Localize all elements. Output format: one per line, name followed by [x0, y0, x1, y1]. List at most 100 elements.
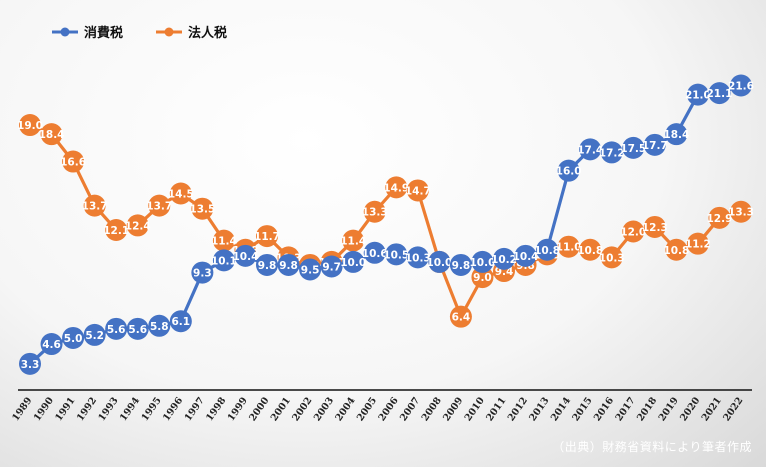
data-point — [557, 235, 580, 258]
data-label: 3.3 — [21, 359, 40, 371]
x-tick-label: 2020 — [678, 395, 702, 423]
x-tick-label: 1999 — [226, 395, 250, 423]
data-label: 10.0 — [469, 257, 495, 269]
data-label: 13.7 — [82, 201, 108, 213]
data-point — [169, 310, 192, 333]
data-point — [514, 244, 537, 267]
data-point — [191, 197, 214, 220]
data-point — [126, 214, 149, 237]
data-label: 16.6 — [60, 157, 86, 169]
x-tick-label: 2002 — [290, 395, 314, 423]
data-label: 5.0 — [64, 333, 83, 345]
data-point — [83, 194, 106, 217]
data-label: 17.7 — [642, 140, 668, 152]
data-label: 11.4 — [211, 236, 237, 248]
data-label: 10.8 — [663, 245, 689, 257]
data-label: 11.0 — [556, 242, 582, 254]
data-point — [536, 238, 559, 261]
data-label: 13.3 — [728, 207, 754, 219]
data-point — [708, 206, 731, 229]
data-label: 12.3 — [642, 222, 668, 234]
data-label: 9.3 — [193, 268, 212, 280]
x-tick-label: 2008 — [420, 395, 444, 423]
data-label: 13.5 — [189, 204, 215, 216]
data-label: 4.6 — [42, 339, 61, 351]
x-tick-label: 2014 — [549, 395, 573, 423]
x-tick-label: 2000 — [247, 395, 271, 423]
data-point — [342, 250, 365, 273]
data-label: 16.0 — [556, 166, 582, 178]
data-point — [665, 238, 688, 261]
x-tick-label: 2021 — [700, 395, 724, 423]
data-point — [191, 261, 214, 284]
data-point — [385, 176, 408, 199]
data-point — [643, 215, 666, 238]
x-tick-label: 1996 — [161, 395, 185, 423]
data-point — [234, 244, 257, 267]
data-label: 9.8 — [452, 260, 471, 272]
data-label: 9.7 — [322, 261, 341, 273]
data-label: 10.3 — [405, 252, 431, 264]
data-label: 14.9 — [383, 182, 409, 194]
data-label: 11.7 — [254, 231, 280, 243]
data-label: 12.4 — [125, 220, 151, 232]
data-point — [730, 74, 752, 97]
data-point — [105, 317, 128, 340]
x-tick-label: 2003 — [312, 395, 336, 423]
data-point — [105, 218, 128, 241]
x-tick-label: 1993 — [96, 395, 120, 423]
data-label: 5.8 — [150, 321, 169, 333]
data-label: 6.1 — [172, 316, 191, 328]
data-point — [406, 246, 429, 269]
x-tick-label: 2017 — [614, 395, 638, 423]
data-point — [471, 266, 494, 289]
data-label: 10.5 — [383, 249, 409, 261]
data-label: 12.1 — [103, 225, 129, 237]
data-point — [708, 82, 731, 105]
x-tick-label: 2010 — [463, 395, 487, 423]
data-point — [643, 133, 666, 156]
data-label: 10.0 — [340, 257, 366, 269]
x-tick-label: 2005 — [355, 395, 379, 423]
data-point — [600, 246, 623, 269]
x-tick-label: 2019 — [657, 395, 681, 423]
data-point — [299, 258, 322, 281]
data-label: 5.2 — [85, 330, 104, 342]
data-point — [493, 247, 515, 270]
data-label: 9.8 — [279, 260, 298, 272]
data-point — [83, 323, 106, 346]
data-label: 12.0 — [620, 227, 646, 239]
data-label: 5.6 — [128, 324, 147, 336]
data-point — [19, 352, 41, 375]
data-label: 12.9 — [706, 213, 732, 225]
data-point — [277, 253, 300, 276]
data-label: 13.7 — [146, 201, 172, 213]
data-point — [212, 249, 235, 272]
data-label: 21.0 — [685, 90, 711, 102]
data-point — [622, 220, 645, 243]
data-label: 17.2 — [599, 147, 625, 159]
data-label: 19.0 — [17, 120, 43, 132]
source-note: （出典）財務省資料により筆者作成 — [552, 440, 752, 454]
series-line — [29, 123, 742, 319]
data-label: 21.6 — [728, 81, 754, 93]
data-label: 18.4 — [663, 129, 689, 141]
data-point — [148, 314, 171, 337]
data-label: 5.6 — [107, 324, 126, 336]
data-label: 10.8 — [534, 245, 560, 257]
data-point — [557, 159, 580, 182]
data-point — [449, 305, 472, 328]
data-label: 6.4 — [452, 312, 471, 324]
data-label: 10.4 — [232, 251, 258, 263]
data-point — [19, 114, 41, 137]
data-point — [579, 238, 602, 261]
data-point — [406, 179, 429, 202]
x-tick-label: 2018 — [635, 395, 659, 423]
data-label: 11.4 — [340, 236, 366, 248]
data-point — [579, 138, 602, 161]
data-label: 17.5 — [620, 143, 646, 155]
x-tick-label: 2009 — [441, 395, 465, 423]
data-point — [449, 253, 472, 276]
